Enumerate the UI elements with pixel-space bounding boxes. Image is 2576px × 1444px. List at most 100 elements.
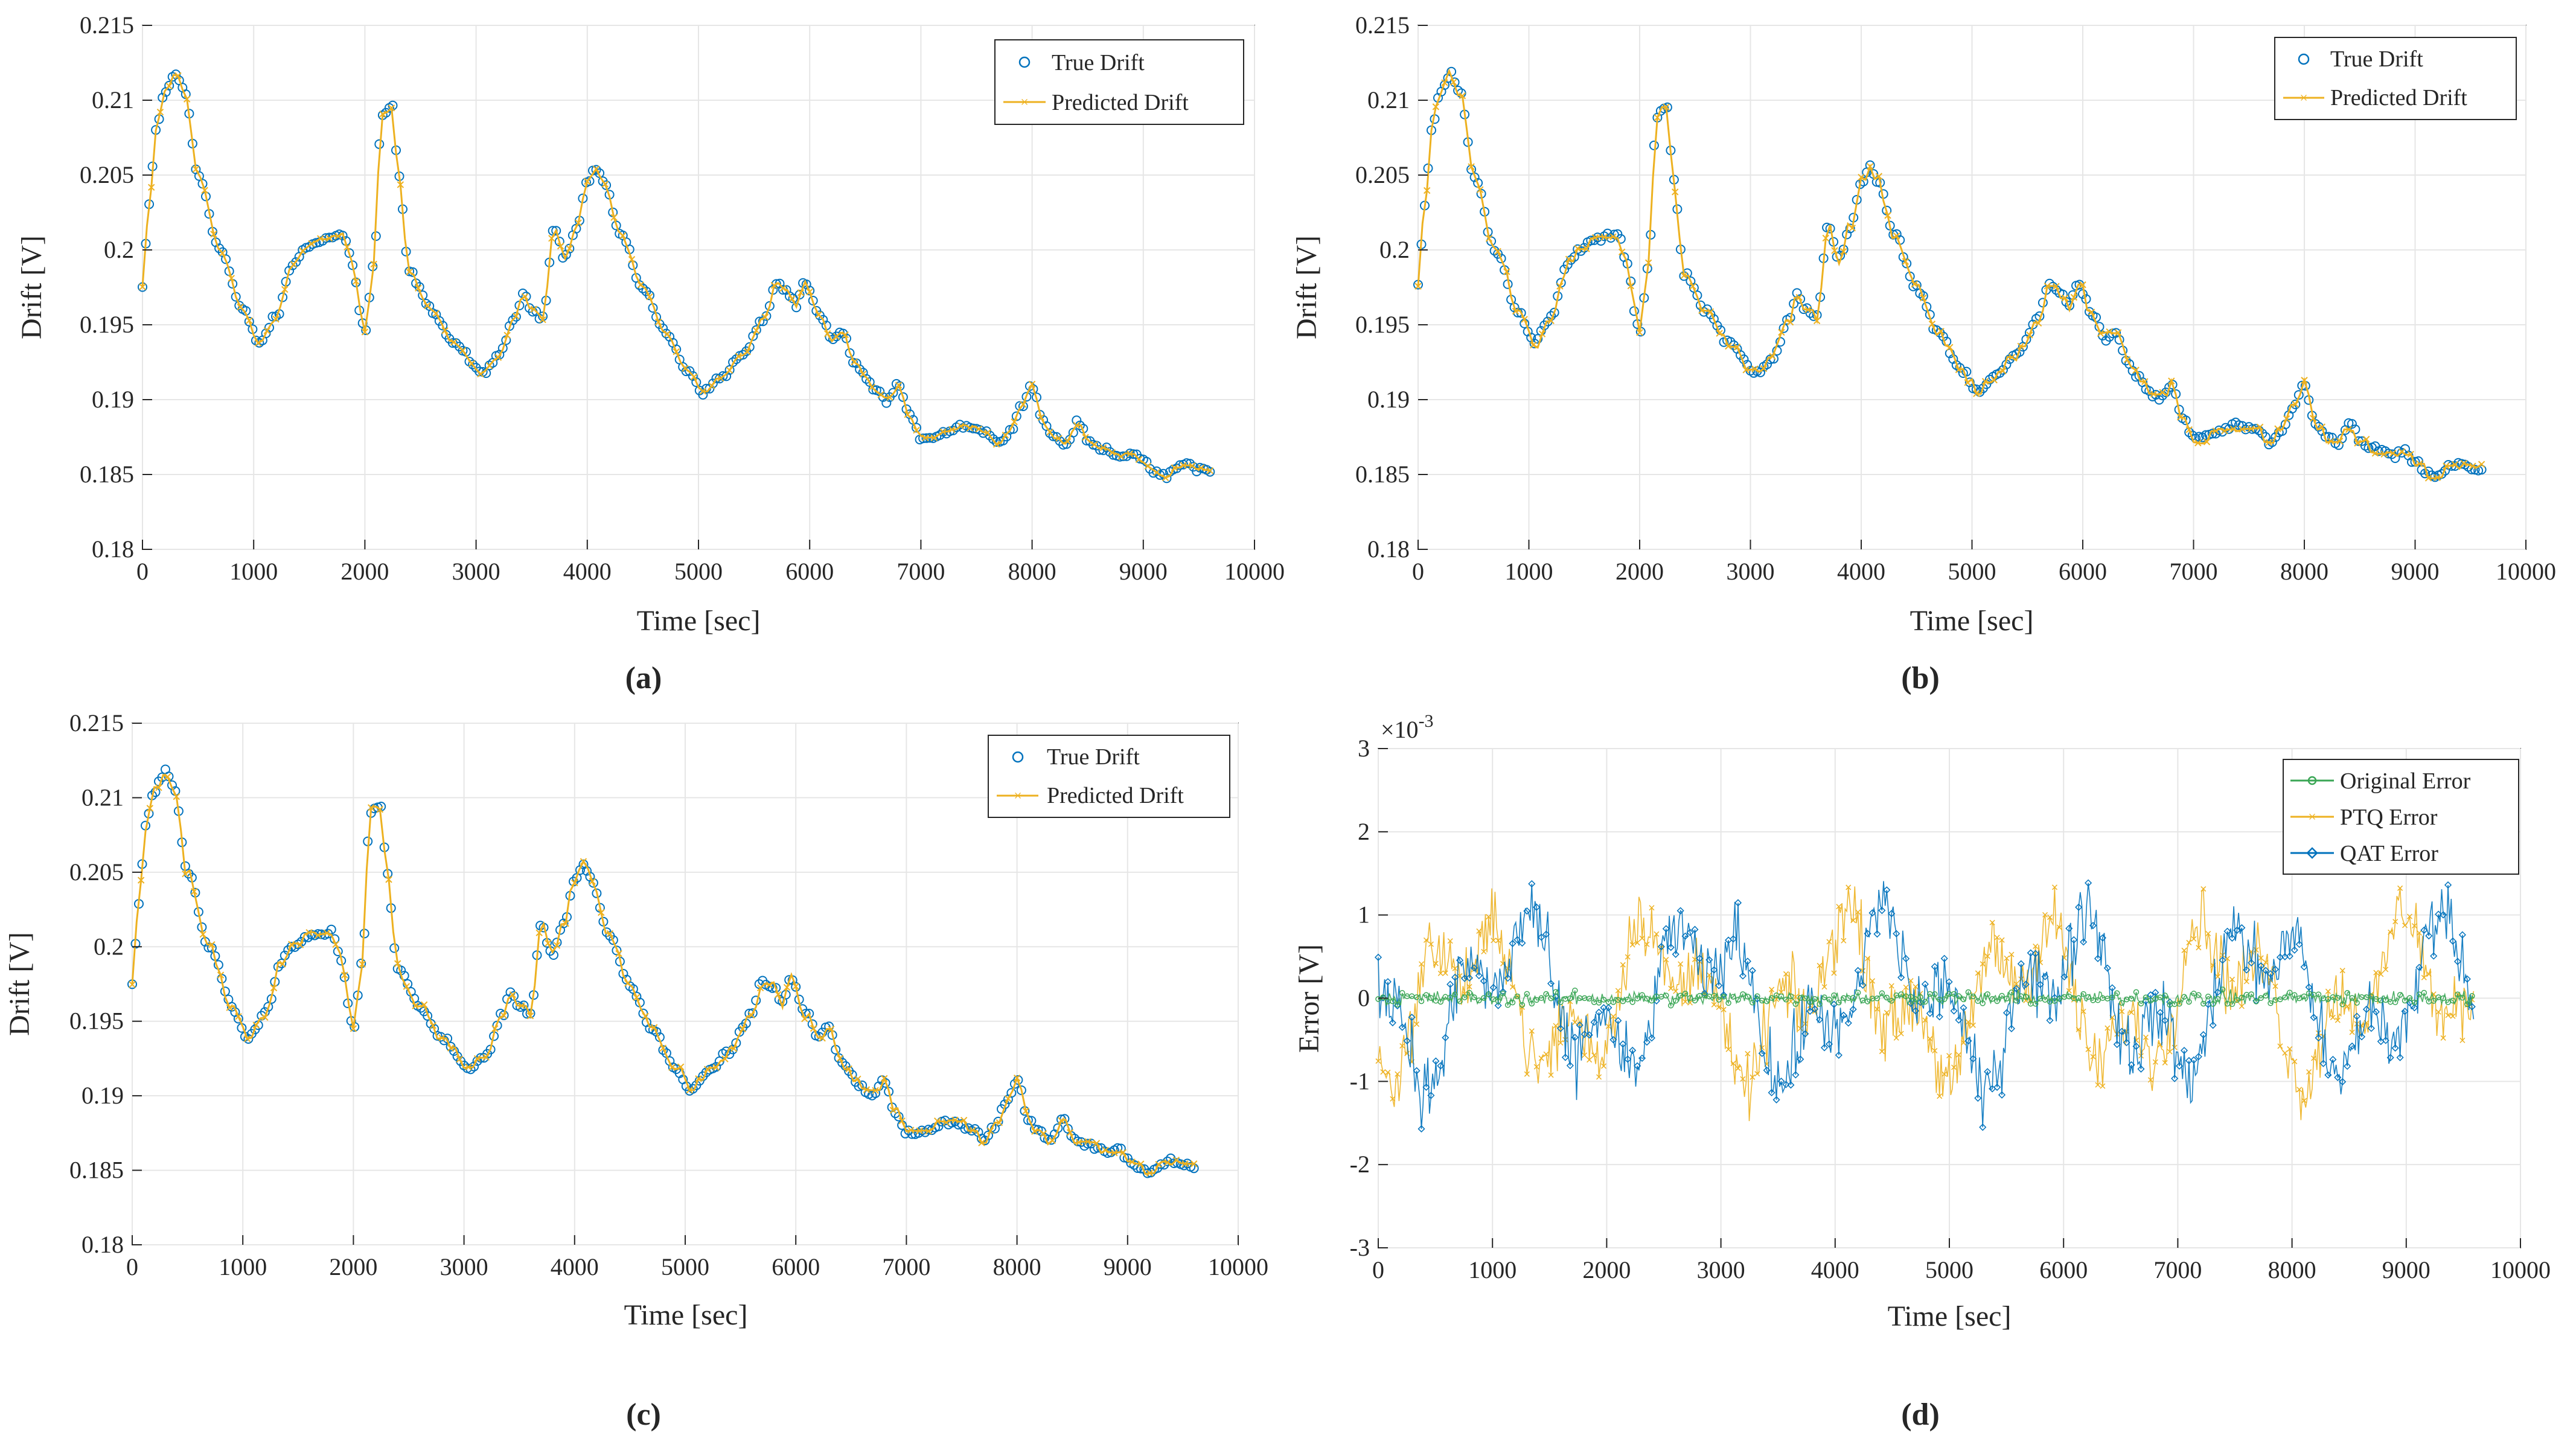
panel-d-point xyxy=(1994,998,2000,1005)
panel-d: 0 1000 2000 3000 4000 5000 6000 7000 8000 9000 100… xyxy=(1293,711,2551,1432)
panel-c-predicted-point xyxy=(659,1044,667,1052)
panel-d-point xyxy=(1571,1033,1579,1041)
panel-d-point xyxy=(1998,1091,2006,1099)
panel-b-legend-true-label: True Drift xyxy=(2330,46,2423,72)
panel-d-point xyxy=(1831,970,1837,976)
panel-a-predicted-point xyxy=(548,235,555,242)
panel-d-point xyxy=(2113,1040,2121,1049)
panel-c-predicted-point xyxy=(385,876,392,883)
panel-d-point xyxy=(2445,1012,2451,1018)
panel-d-point xyxy=(2233,926,2241,934)
panel-a-predicted-point xyxy=(156,108,164,116)
panel-d-point xyxy=(1849,1005,1857,1014)
panel-d-point xyxy=(1763,1066,1771,1075)
panel-b-predicted-point xyxy=(2008,354,2016,361)
panel-b-predicted-point xyxy=(1591,234,1599,241)
panel-a-predicted-point xyxy=(842,331,849,339)
panel-c-predicted-point xyxy=(1093,1140,1101,1147)
panel-d-xtick-label-5: 5000 xyxy=(1925,1256,1974,1283)
panel-d-point xyxy=(2085,994,2091,1000)
panel-d-point xyxy=(1826,997,1832,1003)
panel-c-predicted-point xyxy=(748,1011,755,1019)
panel-d-point xyxy=(2012,985,2020,992)
panel-d-point xyxy=(1817,1001,1823,1007)
panel-a-predicted-point xyxy=(868,383,876,391)
panel-b-predicted-point xyxy=(2044,283,2051,290)
panel-a-predicted-point xyxy=(753,327,760,334)
panel-b-ytick-label-0: 0.18 xyxy=(1367,535,1410,563)
panel-c-predicted-point xyxy=(545,939,552,947)
panel-d-point xyxy=(1398,1023,1406,1031)
panel-c-true-point xyxy=(263,1002,273,1012)
panel-d-point xyxy=(1514,993,1521,1000)
panel-a-true-point xyxy=(764,301,775,311)
panel-b-predicted-point xyxy=(1858,173,1865,181)
panel-d-point xyxy=(1769,986,1775,992)
panel-d-point xyxy=(1692,997,1698,1004)
panel-b-ytick-label-2: 0.19 xyxy=(1367,386,1410,413)
panel-d-point xyxy=(1839,1011,1847,1019)
panel-d-point xyxy=(1596,1000,1602,1006)
panel-d-point xyxy=(2234,997,2240,1003)
panel-a-predicted-point xyxy=(957,423,965,430)
panel-b-xtick-label-6: 6000 xyxy=(2059,558,2107,585)
panel-d-point xyxy=(1935,1013,1943,1021)
panel-b-true-point xyxy=(1549,307,1559,318)
panel-a-predicted-point xyxy=(370,260,377,268)
panel-b-xtick-label-5: 5000 xyxy=(1948,558,1996,585)
panel-c-predicted-point xyxy=(1164,1159,1171,1166)
panel-b-predicted-point xyxy=(2283,415,2290,423)
panel-b-predicted-point xyxy=(2398,448,2406,456)
panel-d-point xyxy=(1975,970,1981,976)
panel-c-true-point xyxy=(840,1061,851,1071)
panel-d-point xyxy=(1836,999,1842,1006)
panel-d-point xyxy=(2458,931,2466,939)
panel-d-point xyxy=(2277,996,2283,1003)
panel-d-point xyxy=(1638,1054,1646,1062)
panel-b-predicted-point xyxy=(2256,423,2264,431)
panel-b-predicted-point xyxy=(1680,272,1688,280)
panel-c-ytick-label-4: 0.2 xyxy=(94,933,124,960)
panel-d-point xyxy=(1437,998,1444,1005)
panel-d-point xyxy=(1605,1004,1612,1012)
panel-d-point xyxy=(2421,989,2427,996)
panel-d-point xyxy=(2013,981,2019,987)
panel-b-predicted-point xyxy=(1636,329,1643,336)
panel-b-true-point xyxy=(1865,160,1875,170)
panel-d-point xyxy=(2334,1073,2342,1081)
panel-b-predicted-point xyxy=(1477,186,1484,193)
panel-d-point xyxy=(2228,934,2236,942)
panel-c-predicted-point xyxy=(199,930,206,938)
panel-b-predicted-point xyxy=(2363,435,2370,443)
panel-c-true-point xyxy=(326,924,336,934)
panel-a-true-point xyxy=(751,325,761,335)
panel-d-point xyxy=(1605,1023,1611,1029)
panel-a-legend-pred-label: Predicted Drift xyxy=(1052,90,1189,115)
panel-d-point xyxy=(2181,947,2187,953)
panel-d-point xyxy=(1681,932,1689,940)
panel-d-point xyxy=(2200,1000,2207,1007)
panel-d-point xyxy=(2108,984,2116,992)
panel-d-point xyxy=(1734,899,1742,907)
panel-d-point xyxy=(1629,999,1635,1005)
panel-b-legend-box xyxy=(2274,37,2517,120)
panel-b-xtick-label-9: 9000 xyxy=(2391,558,2440,585)
panel-a-predicted-point xyxy=(682,365,689,372)
panel-d-point xyxy=(2330,1014,2336,1020)
panel-d-point xyxy=(1898,1030,1904,1037)
panel-d-point xyxy=(1634,940,1640,946)
panel-d-point xyxy=(2046,1017,2054,1024)
panel-a-true-point xyxy=(861,374,872,384)
panel-c-predicted-point xyxy=(288,941,295,948)
panel-d-point xyxy=(2325,988,2331,994)
panel-d-point xyxy=(1518,939,1526,947)
panel-c-predicted-point xyxy=(650,1024,658,1031)
panel-d-point xyxy=(1797,1055,1804,1063)
panel-c-predicted-point xyxy=(978,1139,985,1146)
panel-c-predicted-point xyxy=(819,1035,826,1042)
panel-b-true-point xyxy=(1995,368,2005,378)
panel-d-point xyxy=(2386,1053,2394,1062)
panel-a-predicted-point xyxy=(1099,444,1107,452)
panel-d-caption: (d) xyxy=(1901,1398,1940,1432)
panel-d-point xyxy=(1533,1064,1539,1070)
